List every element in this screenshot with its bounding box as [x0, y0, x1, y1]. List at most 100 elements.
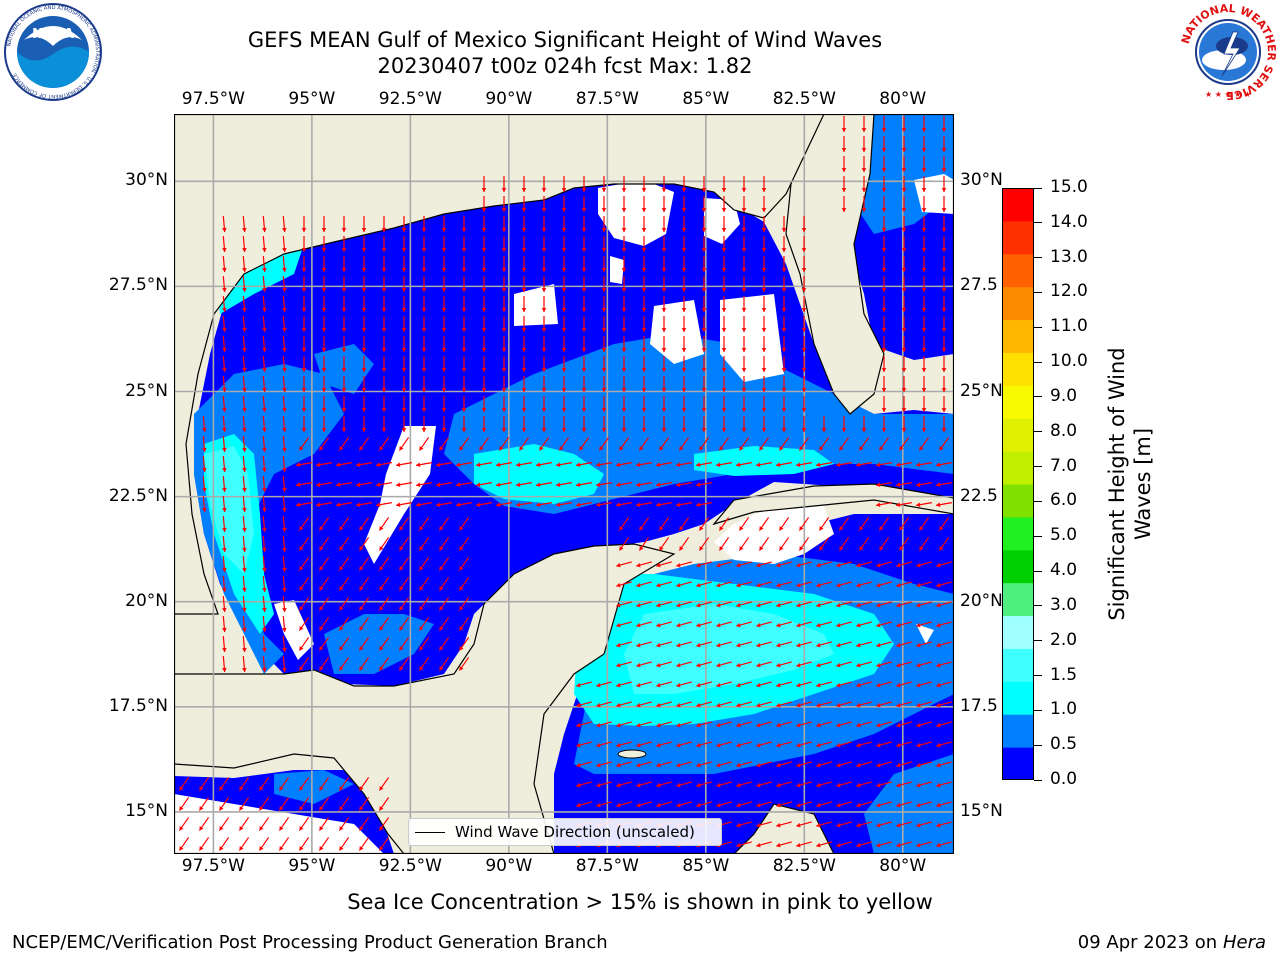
- wave-direction-arrowhead: [801, 248, 807, 252]
- wave-direction-arrowhead: [361, 308, 367, 312]
- colorbar-tick: [1034, 675, 1042, 677]
- wave-direction-arrowhead: [796, 702, 801, 708]
- wave-direction-arrowhead: [541, 348, 547, 352]
- wave-direction-arrowhead: [301, 388, 307, 392]
- wave-direction-arrowhead: [741, 388, 747, 392]
- wave-direction-arrowhead: [376, 502, 381, 508]
- wave-direction-arrowhead: [941, 128, 947, 132]
- wave-direction-arrowhead: [756, 682, 761, 688]
- wave-direction-arrowhead: [401, 428, 407, 432]
- wave-direction-arrowhead: [876, 762, 881, 768]
- wave-direction-arrowhead: [921, 428, 927, 432]
- wave-direction-arrowhead: [282, 587, 287, 592]
- wave-direction-arrowhead: [319, 846, 324, 851]
- wave-direction-arrowhead: [736, 722, 741, 728]
- wave-direction-arrowhead: [379, 666, 384, 671]
- wave-direction-arrowhead: [262, 447, 267, 452]
- wave-direction-arrowhead: [921, 288, 927, 292]
- wave-direction-arrowhead: [501, 388, 507, 392]
- wave-direction-arrowhead: [701, 428, 707, 432]
- wave-direction-arrowhead: [361, 228, 367, 232]
- wave-direction-arrowhead: [361, 328, 367, 332]
- lon-tick-top: 85°W: [682, 89, 730, 109]
- wave-direction-arrowhead: [516, 502, 521, 508]
- wave-direction-arrowhead: [701, 248, 707, 252]
- wave-direction-arrowhead: [636, 682, 641, 688]
- wave-direction-arrowhead: [776, 842, 781, 848]
- wave-direction-arrowhead: [321, 308, 327, 312]
- wave-direction-arrowhead: [716, 802, 721, 808]
- wave-direction-arrowhead: [556, 482, 561, 488]
- wave-direction-arrowhead: [796, 662, 801, 668]
- colorbar-label: 2.0: [1050, 629, 1078, 650]
- wave-direction-arrowhead: [262, 567, 267, 572]
- wave-direction-arrowhead: [879, 446, 884, 451]
- wave-direction-arrowhead: [736, 622, 741, 628]
- wave-direction-arrowhead: [656, 782, 661, 788]
- wave-direction-arrowhead: [636, 582, 641, 588]
- wave-direction-arrowhead: [636, 462, 641, 468]
- wave-direction-arrowhead: [836, 702, 841, 708]
- wave-direction-arrowhead: [359, 546, 364, 551]
- wave-direction-arrowhead: [616, 762, 621, 768]
- wave-direction-arrowhead: [396, 502, 401, 508]
- wave-direction-arrowhead: [301, 308, 307, 312]
- wave-direction-arrowhead: [881, 408, 887, 412]
- wave-direction-arrowhead: [319, 546, 324, 551]
- colorbar-tick: [1034, 466, 1042, 468]
- wave-direction-arrowhead: [262, 647, 267, 652]
- wave-direction-arrowhead: [262, 667, 267, 672]
- wave-direction-arrowhead: [881, 368, 887, 372]
- wave-direction-arrowhead: [776, 762, 781, 768]
- wave-direction-arrowhead: [202, 447, 207, 452]
- wave-direction-arrowhead: [799, 526, 804, 531]
- wave-direction-arrowhead: [581, 228, 587, 232]
- wave-direction-arrowhead: [776, 582, 781, 588]
- wave-direction-arrowhead: [561, 348, 567, 352]
- wave-direction-arrowhead: [262, 227, 267, 232]
- wave-direction-arrowhead: [901, 248, 907, 252]
- wave-direction-arrowhead: [561, 228, 567, 232]
- wave-direction-arrowhead: [242, 287, 247, 292]
- wave-direction-arrowhead: [379, 806, 384, 811]
- wave-direction-arrowhead: [681, 248, 687, 252]
- wave-direction-arrowhead: [239, 806, 244, 811]
- wave-direction-arrowhead: [621, 248, 627, 252]
- wave-direction-arrowhead: [376, 462, 381, 468]
- wave-direction-arrowhead: [596, 782, 601, 788]
- wave-direction-arrowhead: [439, 586, 444, 591]
- wave-direction-arrowhead: [741, 248, 747, 252]
- wave-direction-arrowhead: [836, 742, 841, 748]
- wave-direction-arrowhead: [881, 248, 887, 252]
- wave-direction-arrowhead: [636, 702, 641, 708]
- wave-direction-arrowhead: [661, 388, 667, 392]
- wave-direction-arrowhead: [641, 388, 647, 392]
- wave-direction-arrowhead: [696, 802, 701, 808]
- wave-direction-arrowhead: [921, 148, 927, 152]
- wave-direction-arrowhead: [756, 662, 761, 668]
- wave-direction-arrowhead: [881, 388, 887, 392]
- wave-direction-arrowhead: [796, 742, 801, 748]
- wave-direction-arrowhead: [581, 288, 587, 292]
- lon-tick-bottom: 90°W: [485, 856, 533, 876]
- wave-direction-arrowhead: [336, 502, 341, 508]
- wave-direction-arrowhead: [561, 268, 567, 272]
- wave-direction-arrowhead: [696, 662, 701, 668]
- wave-direction-arrowhead: [242, 247, 247, 252]
- wave-direction-arrowhead: [481, 288, 487, 292]
- wave-direction-arrowhead: [199, 846, 204, 851]
- wave-direction-arrowhead: [641, 428, 647, 432]
- wave-direction-arrowhead: [641, 408, 647, 412]
- wave-direction-arrowhead: [319, 826, 324, 831]
- lon-tick-bottom: 97.5°W: [181, 856, 245, 876]
- wave-direction-arrowhead: [416, 482, 421, 488]
- wave-direction-arrowhead: [876, 662, 881, 668]
- wave-direction-arrowhead: [676, 502, 681, 508]
- wave-direction-arrowhead: [259, 786, 264, 791]
- wave-direction-arrowhead: [222, 487, 227, 492]
- wave-direction-arrowhead: [616, 722, 621, 728]
- wave-direction-arrowhead: [641, 288, 647, 292]
- colorbar-tick: [1034, 222, 1042, 224]
- wave-direction-arrowhead: [501, 348, 507, 352]
- wave-direction-arrowhead: [659, 546, 664, 551]
